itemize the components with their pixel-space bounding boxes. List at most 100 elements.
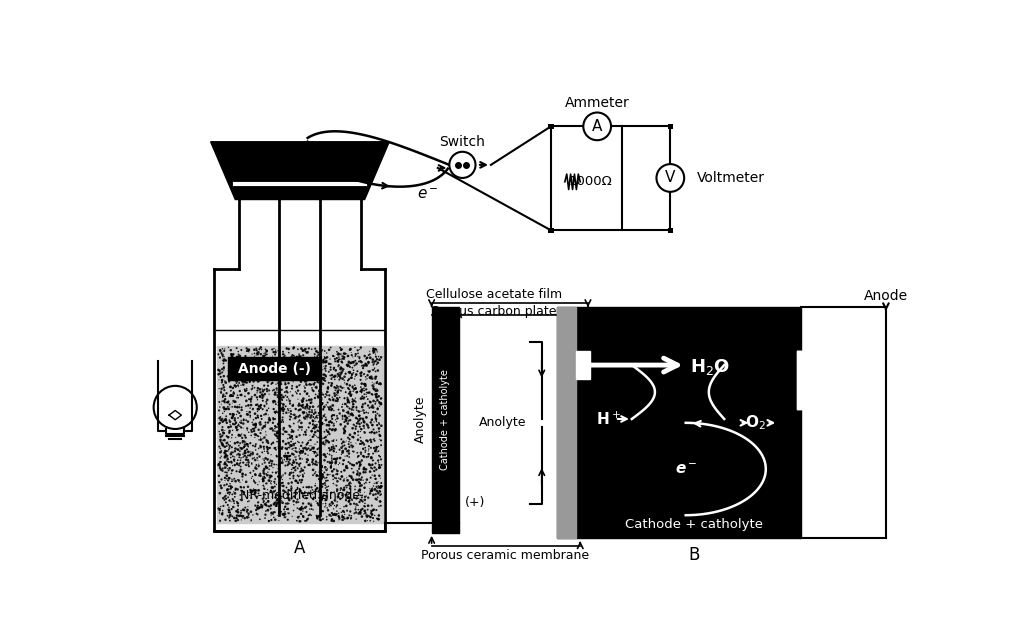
Point [305,505,321,515]
Point [355,385,372,396]
Point [280,490,297,501]
Point [341,510,357,520]
Point [221,473,238,483]
Point [285,457,302,467]
Point [212,447,229,457]
Point [300,513,316,523]
Point [329,380,345,391]
Point [291,470,308,480]
Point [347,422,364,432]
Point [269,467,285,477]
Point [275,481,291,491]
Point [348,459,365,469]
Point [272,363,288,373]
Point [323,442,340,452]
Point [225,482,241,492]
Point [346,401,363,411]
Point [247,469,264,479]
Point [234,429,250,439]
Point [235,452,251,462]
Point [335,459,351,469]
Point [293,448,309,458]
Point [266,371,282,381]
Point [229,438,245,448]
Point [226,456,242,466]
Point [317,412,334,422]
Point [285,463,302,473]
Point [231,408,247,418]
Point [328,469,344,480]
Point [271,452,287,462]
Point [370,357,386,368]
Point [316,346,333,356]
Point [239,354,255,364]
Point [266,361,282,371]
Point [352,448,369,458]
Point [275,478,291,488]
Text: Cathode + catholyte: Cathode + catholyte [440,370,450,470]
Point [323,417,340,427]
Point [318,476,335,486]
Point [307,378,323,388]
Point [222,509,239,520]
Point [314,418,331,429]
Point [296,492,312,502]
Text: NR-modified anode: NR-modified anode [240,490,360,502]
Point [330,356,346,366]
Point [213,375,230,385]
Point [372,431,388,441]
Point [299,396,315,406]
Point [268,379,284,389]
Point [260,417,276,427]
Point [222,362,239,372]
Point [212,516,229,526]
Point [329,347,345,357]
Point [246,488,263,498]
Point [301,354,317,364]
Point [335,512,351,522]
Point [229,403,245,413]
Point [360,493,377,503]
Point [230,424,246,434]
Point [242,485,259,495]
Point [313,494,330,504]
Point [357,445,374,455]
Point [280,429,297,439]
Point [363,473,379,483]
Point [262,363,278,373]
Point [336,393,352,403]
Point [275,365,291,375]
Point [256,351,273,361]
Point [365,464,381,474]
Point [249,399,266,410]
Point [263,471,279,481]
Point [231,430,247,440]
Point [255,489,272,499]
Point [325,516,342,526]
Point [268,422,284,432]
Point [343,471,359,481]
Point [344,369,360,379]
Point [360,350,377,360]
Point [328,502,344,512]
Point [268,495,284,506]
Point [330,413,346,424]
Point [250,488,267,499]
Point [217,450,234,460]
Point [243,394,260,404]
Point [338,462,354,472]
Point [369,378,385,388]
Point [368,352,384,362]
Point [294,503,310,513]
Point [220,432,237,442]
Point [217,462,234,473]
Point [307,427,323,437]
Text: Voltmeter: Voltmeter [697,171,765,185]
Point [230,498,246,508]
Point [310,487,327,497]
Point [243,507,260,517]
Point [255,483,272,494]
Point [325,454,342,464]
Point [240,410,256,420]
Point [291,389,308,399]
